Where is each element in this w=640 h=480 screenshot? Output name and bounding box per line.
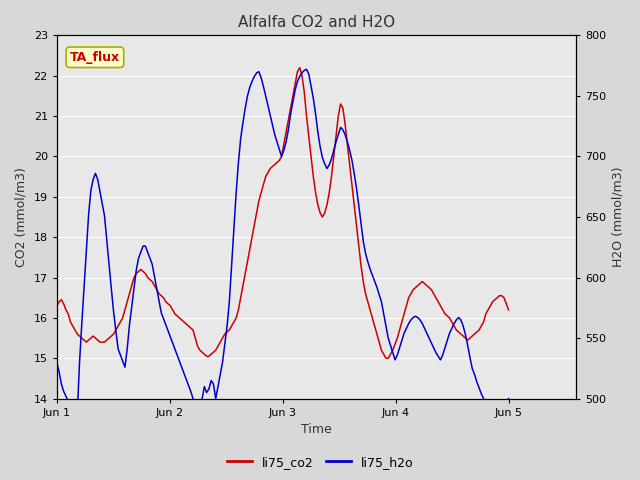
- Text: TA_flux: TA_flux: [70, 51, 120, 64]
- Line: li75_h2o: li75_h2o: [57, 69, 509, 419]
- li75_h2o: [468, 365, 476, 371]
- li75_co2: [470, 331, 478, 337]
- li75_co2: [137, 266, 145, 272]
- Y-axis label: CO2 (mmol/m3): CO2 (mmol/m3): [15, 167, 28, 267]
- li75_co2: [486, 303, 494, 309]
- li75_h2o: [137, 249, 145, 255]
- li75_h2o: [303, 66, 310, 72]
- li75_h2o: [495, 416, 503, 422]
- li75_h2o: [53, 360, 61, 365]
- li75_h2o: [505, 396, 513, 401]
- li75_co2: [80, 337, 88, 343]
- li75_co2: [505, 307, 513, 312]
- li75_h2o: [80, 284, 88, 290]
- Y-axis label: H2O (mmol/m3): H2O (mmol/m3): [612, 167, 625, 267]
- li75_h2o: [173, 352, 181, 358]
- li75_h2o: [484, 406, 492, 411]
- Line: li75_co2: li75_co2: [57, 68, 509, 358]
- X-axis label: Time: Time: [301, 423, 332, 436]
- li75_h2o: [71, 408, 79, 414]
- li75_co2: [71, 327, 79, 333]
- li75_co2: [173, 313, 181, 319]
- Legend: li75_co2, li75_h2o: li75_co2, li75_h2o: [221, 451, 419, 474]
- Title: Alfalfa CO2 and H2O: Alfalfa CO2 and H2O: [238, 15, 395, 30]
- li75_co2: [296, 65, 303, 71]
- li75_co2: [382, 355, 390, 361]
- li75_co2: [53, 303, 61, 309]
